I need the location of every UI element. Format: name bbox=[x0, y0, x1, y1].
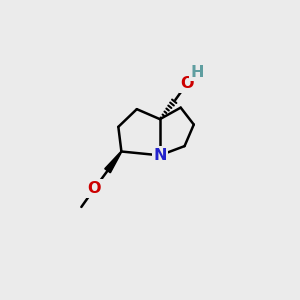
Text: O: O bbox=[180, 76, 194, 91]
Polygon shape bbox=[105, 151, 122, 173]
Text: O: O bbox=[88, 181, 101, 196]
Text: N: N bbox=[153, 148, 167, 163]
Text: H: H bbox=[191, 65, 204, 80]
